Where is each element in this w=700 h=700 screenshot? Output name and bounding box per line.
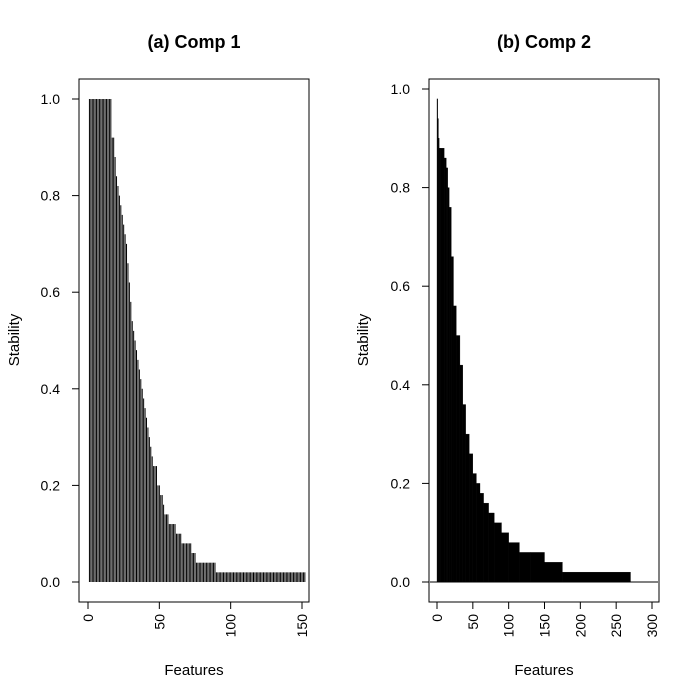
bar [483,502,489,583]
bar [447,187,450,583]
x-tick-label: 150 [537,614,553,638]
bar [453,305,457,583]
x-tick-label: 200 [572,614,588,638]
bar [472,473,477,583]
chart-title-comp-1: (a) Comp 1 [147,32,240,52]
bar [438,148,441,583]
y-tick-label: 0.2 [41,477,61,493]
y-tick-label: 0.6 [391,278,411,294]
bar [488,512,495,583]
x-tick-label: 50 [151,614,167,630]
plot-frame-comp-1 [78,78,310,603]
x-ticks-comp-1: 0 50 100 150 [80,602,310,637]
y-tick-label: 1.0 [391,81,411,97]
bar [446,167,448,583]
x-tick-label: 150 [294,614,310,638]
bar [465,433,470,583]
bar [562,571,631,583]
y-ticks-comp-1: 0.0 0.2 0.4 0.6 0.8 1.0 [41,91,79,590]
x-ticks-comp-2: 0 50 100 150 200 250 300 [429,602,660,637]
y-tick-label: 0.2 [391,475,411,491]
y-axis-label-comp-1: Stability [6,313,23,366]
bar [444,157,447,583]
bar [519,552,531,583]
bar [451,256,454,583]
x-tick-label: 0 [429,614,445,622]
bar [544,562,563,583]
y-tick-label: 0.0 [41,574,61,590]
y-tick-label: 0.0 [391,574,411,590]
bar [440,148,445,583]
x-axis-label-comp-2: Features [514,662,573,679]
bar [501,532,509,583]
y-tick-label: 1.0 [41,91,61,107]
bar [456,335,461,583]
y-tick-label: 0.6 [41,284,61,300]
bar [476,483,481,583]
bar [469,453,473,583]
y-axis-label-comp-2: Stability [355,313,372,366]
x-tick-label: 50 [465,614,481,630]
panel-comp-2: (b) Comp 2 0.0 0.2 0.4 0.6 0.8 1.0 0 50 100 150 2… [355,32,660,679]
x-tick-label: 300 [644,614,660,638]
x-axis-label-comp-1: Features [164,662,223,679]
bar [459,364,463,583]
bar [494,522,502,583]
x-tick-label: 100 [223,614,239,638]
y-tick-label: 0.8 [391,180,411,196]
bar [479,493,484,583]
bars-comp-2 [430,98,658,583]
bar [462,404,466,583]
y-tick-label: 0.4 [41,381,61,397]
y-tick-label: 0.4 [391,377,411,393]
bar [530,552,545,583]
y-tick-label: 0.8 [41,188,61,204]
x-tick-label: 100 [501,614,517,638]
bar [449,207,452,583]
bars-comp-1 [88,99,306,582]
chart-title-comp-2: (b) Comp 2 [497,32,591,52]
x-tick-label: 0 [80,614,96,622]
x-tick-label: 250 [608,614,624,638]
y-ticks-comp-2: 0.0 0.2 0.4 0.6 0.8 1.0 [391,81,429,590]
panel-comp-1: (a) Comp 1 0.00.20.40.60.81.0 0 50 100 150 … [6,32,310,679]
bar [508,542,520,583]
